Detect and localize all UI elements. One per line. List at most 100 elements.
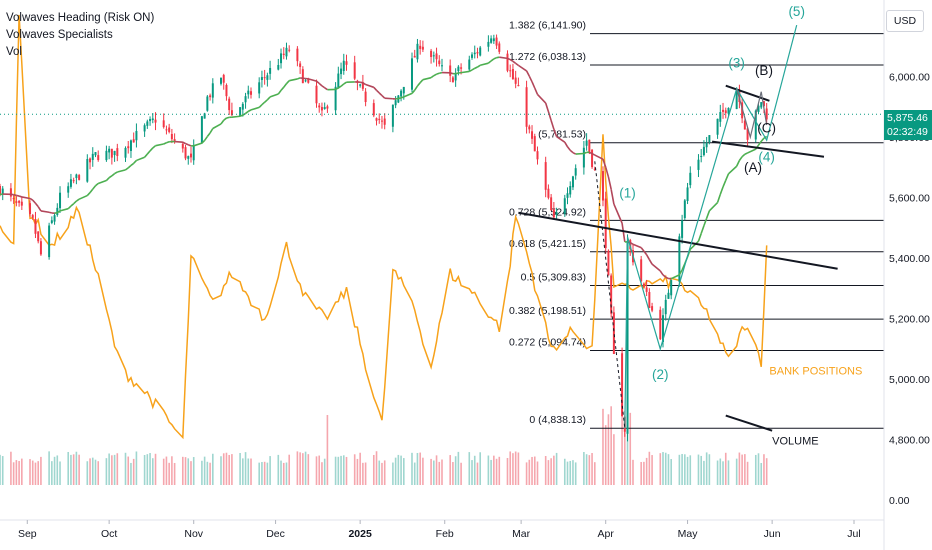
candle-body <box>129 140 132 151</box>
ma-segment <box>0 193 3 196</box>
ma-segment <box>645 254 651 260</box>
ma-segment <box>744 152 748 155</box>
wave-label-green: (4) <box>758 149 775 164</box>
ma-segment <box>209 128 214 134</box>
fib-level-label: (5,781.53) <box>538 129 586 141</box>
candle-body <box>282 53 285 55</box>
volume-bar <box>460 462 462 485</box>
volume-bar <box>419 452 421 485</box>
volume-bar <box>533 456 536 485</box>
ma-segment <box>89 188 94 194</box>
volume-bar <box>744 454 746 485</box>
wave-label-black: (C) <box>757 121 776 136</box>
ma-segment <box>757 140 762 146</box>
volume-bar <box>266 462 269 485</box>
candle-body <box>359 84 362 86</box>
ma-segment <box>201 139 206 144</box>
candle-body <box>280 53 283 64</box>
candle-body <box>247 90 250 95</box>
candle-body <box>299 63 302 67</box>
wave-labels: (1) (2) (3) (4) (5) (B) (C) (A) BANK POSITIONS VO… <box>0 4 884 447</box>
candle-body <box>487 41 490 47</box>
volume-bar <box>471 460 473 485</box>
ma-segment <box>362 82 367 86</box>
volume-bar <box>203 456 206 485</box>
volume-bar <box>705 452 708 485</box>
ma-segment <box>591 152 596 156</box>
volume-bar <box>168 462 170 485</box>
volume-bar <box>94 459 97 485</box>
candle-body <box>78 175 81 180</box>
volume-bar <box>263 461 266 485</box>
ma-segment <box>553 128 558 137</box>
candle-body <box>402 86 405 94</box>
volume-bar <box>394 457 397 485</box>
trendlines <box>518 24 838 432</box>
volume-bar <box>280 460 282 485</box>
volume-bar <box>220 456 222 485</box>
ma-segment <box>613 203 623 224</box>
candle-body <box>269 68 272 74</box>
candle-body <box>222 74 225 83</box>
time-tick-label: Dec <box>266 528 285 540</box>
candle-body <box>203 113 206 119</box>
candle-body <box>642 283 645 287</box>
candle-body <box>678 236 681 282</box>
volume-bar <box>487 455 490 485</box>
volume-bar <box>353 454 356 485</box>
candle-body <box>741 102 744 119</box>
candle-body <box>105 150 108 161</box>
time-tick-label: Sep <box>18 528 37 540</box>
time-tick-label: Mar <box>512 528 531 540</box>
ma-segment <box>258 104 263 108</box>
candle-body <box>550 197 553 211</box>
volume-bar <box>563 458 566 485</box>
volume-bar <box>51 461 53 485</box>
candle-body <box>244 96 247 103</box>
ma-segment <box>125 167 129 171</box>
volume-bar <box>146 454 149 485</box>
candle-body <box>735 90 738 110</box>
ma-segment <box>436 72 440 75</box>
candle-body <box>413 55 416 58</box>
candle-body <box>762 101 765 107</box>
candle-body <box>686 187 689 201</box>
volume-bar <box>735 458 738 485</box>
volume-bar <box>763 454 765 485</box>
ma-segment <box>75 198 80 202</box>
candle-body <box>69 179 72 187</box>
ma-segment <box>474 66 478 70</box>
ma-segment <box>378 92 383 97</box>
candle-body <box>380 120 383 122</box>
ma-segment <box>203 136 209 141</box>
ma-segment <box>343 81 347 85</box>
price-tick-label: 4,800.00 <box>889 435 930 447</box>
ma-segment <box>594 154 604 160</box>
legend-heading[interactable]: Volwaves Heading (Risk ON) <box>6 12 155 24</box>
legend-vol[interactable]: Vol <box>6 46 22 58</box>
volume-bar <box>757 453 760 485</box>
volume-bar <box>703 460 705 485</box>
candle-body <box>664 299 667 315</box>
volume-bar <box>727 460 730 485</box>
candle-body <box>528 126 531 130</box>
volume-bar <box>765 458 768 485</box>
currency-button[interactable]: USD <box>886 10 924 32</box>
ma-segment <box>515 62 519 67</box>
ma-segment <box>108 175 113 179</box>
candle-body <box>662 315 664 342</box>
time-axis[interactable]: Sep Oct Nov Dec 2025 Feb Mar Apr May Jun Jul <box>18 520 861 540</box>
candle-body <box>724 110 727 114</box>
volume-bar <box>97 461 100 485</box>
volume-bar <box>239 452 241 485</box>
volume-bar <box>624 427 626 485</box>
candle-body <box>239 107 242 117</box>
volume-bar <box>171 456 173 485</box>
ma-segment <box>741 153 746 158</box>
candle-body <box>263 77 266 79</box>
legend-specialists[interactable]: Volwaves Specialists <box>6 29 113 41</box>
chart-annotation: BANK POSITIONS <box>769 366 862 378</box>
trendline <box>725 414 773 432</box>
